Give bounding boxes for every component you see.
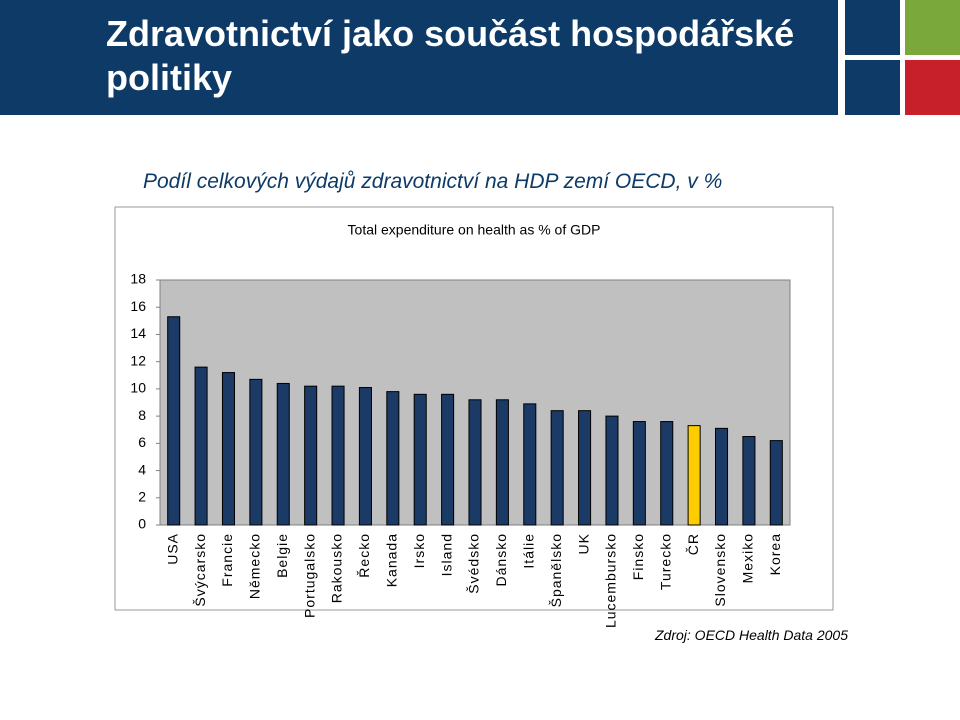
- tile: [905, 60, 960, 115]
- tile: [845, 60, 900, 115]
- x-tick-label: Mexiko: [740, 533, 756, 583]
- x-tick-label: Dánsko: [493, 533, 509, 586]
- header-band: Zdravotnictví jako součást hospodářské p…: [0, 0, 838, 115]
- x-tick-label: Irsko: [411, 533, 427, 568]
- x-tick-label: Korea: [767, 533, 783, 575]
- x-tick-label: Řecko: [356, 533, 372, 578]
- bar: [386, 391, 400, 526]
- x-tick-label: USA: [164, 533, 180, 565]
- y-tick-label: 6: [138, 434, 146, 450]
- source-note: Zdroj: OECD Health Data 2005: [655, 627, 848, 643]
- bar: [605, 415, 619, 526]
- bar: [550, 410, 564, 526]
- x-tick-label: Švédsko: [466, 533, 482, 594]
- bar: [578, 410, 592, 526]
- x-tick-label: Turecko: [657, 533, 673, 590]
- bar: [331, 385, 345, 526]
- bar: [769, 440, 783, 526]
- bar: [441, 393, 455, 526]
- slide-title: Zdravotnictví jako součást hospodářské p…: [106, 13, 795, 98]
- y-tick-label: 2: [138, 488, 146, 504]
- x-tick-label: UK: [575, 533, 591, 554]
- y-tick-label: 10: [130, 380, 146, 396]
- bar: [249, 378, 263, 526]
- tile: [845, 0, 900, 55]
- y-tick-label: 12: [130, 352, 146, 368]
- bar: [714, 427, 729, 526]
- slide-subtitle: Podíl celkových výdajů zdravotnictví na …: [143, 170, 723, 193]
- x-tick-label: Portugalsko: [301, 533, 317, 618]
- y-tick-label: 8: [138, 407, 146, 423]
- x-tick-label: Španělsko: [548, 533, 564, 607]
- x-tick-label: Island: [438, 533, 454, 576]
- x-tick-label: ČR: [685, 533, 701, 555]
- bar: [358, 387, 372, 526]
- x-tick-label: Finsko: [630, 533, 646, 580]
- x-tick-label: Lucembursko: [603, 533, 619, 628]
- y-tick-label: 14: [130, 325, 146, 341]
- y-tick-label: 0: [138, 516, 146, 532]
- x-tick-label: Německo: [247, 533, 263, 599]
- bar: [304, 385, 318, 526]
- bar: [523, 403, 537, 526]
- x-tick-label: Švýcarsko: [192, 533, 208, 607]
- bar: [495, 399, 509, 526]
- bar: [276, 382, 290, 526]
- x-tick-label: Francie: [219, 533, 235, 587]
- bar: [660, 421, 674, 526]
- x-tick-label: Itálie: [520, 533, 536, 569]
- bar: [221, 372, 236, 526]
- bar: [687, 425, 701, 526]
- bar: [194, 366, 208, 526]
- x-tick-label: Slovensko: [712, 533, 728, 607]
- x-tick-label: Belgie: [274, 533, 290, 578]
- bar: [742, 436, 756, 526]
- y-tick-label: 18: [130, 271, 146, 287]
- bar: [632, 421, 646, 526]
- y-tick-label: 16: [130, 298, 146, 314]
- bar: [468, 399, 482, 526]
- tile: [905, 0, 960, 55]
- bar: [413, 393, 427, 526]
- y-tick-label: 4: [138, 461, 146, 477]
- bar: [167, 316, 181, 526]
- x-tick-label: Rakousko: [329, 533, 345, 603]
- chart-title: Total expenditure on health as % of GDP: [348, 222, 601, 238]
- x-tick-label: Kanada: [384, 533, 400, 587]
